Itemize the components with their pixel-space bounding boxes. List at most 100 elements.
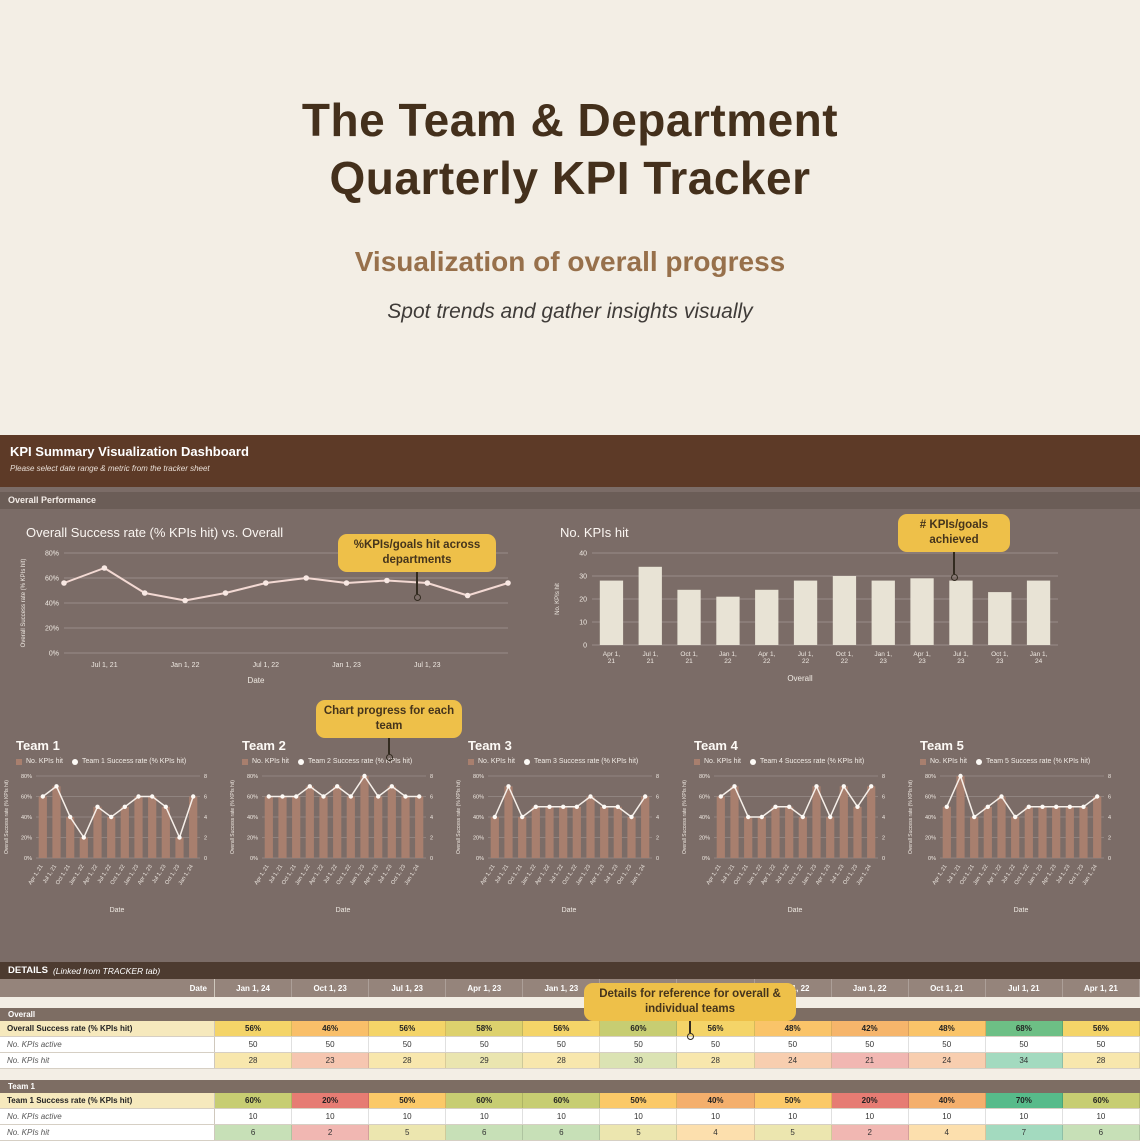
- point-dot: [958, 773, 963, 779]
- table-cell: 4: [677, 1125, 755, 1140]
- line-series: [42, 785, 194, 840]
- table-cell: 5: [600, 1125, 678, 1140]
- bar: [134, 796, 143, 858]
- table-row: No. KPIs active 10 10 10 10 10 10 10 10 10 10 10 10: [0, 1109, 1140, 1125]
- line-chart-x-axis-label: Date: [247, 676, 265, 685]
- table-cell: 50: [215, 1037, 293, 1052]
- date-header-cell: Oct 1, 21: [909, 979, 986, 997]
- table-cell: 2: [831, 1125, 909, 1140]
- point-dot: [828, 814, 833, 820]
- legend-label: Team 3 Success rate (% KPIs hit): [533, 758, 639, 765]
- legend-label: No. KPIs hit: [704, 758, 741, 765]
- point-dot: [732, 784, 737, 789]
- table-cell: 10: [755, 1109, 832, 1124]
- bar: [79, 837, 88, 858]
- legend-label: Team 5 Success rate (% KPIs hit): [985, 758, 1091, 765]
- x-axis-label: Date: [561, 907, 577, 914]
- point-dot: [759, 814, 764, 820]
- table-cell: 28: [369, 1053, 447, 1068]
- bar: [572, 806, 581, 859]
- table-cell: 28: [523, 1053, 601, 1068]
- bar: [1038, 806, 1047, 859]
- table-row: No. KPIs hit 6 2 5 6 6 5 4 5 2 4 7 6: [0, 1125, 1140, 1141]
- svg-text:Overall Success rate (% KPIs h: Overall Success rate (% KPIs hit): [908, 780, 914, 854]
- team-panel-1: Team 1 No. KPIs hit Team 1 Success rate (%…: [2, 738, 228, 914]
- svg-text:6: 6: [656, 795, 659, 801]
- svg-text:4: 4: [882, 815, 885, 821]
- callout-stem: [416, 571, 418, 594]
- page-tagline: Spot trends and gather insights visually: [387, 299, 753, 323]
- bar: [730, 786, 739, 859]
- bar: [360, 776, 369, 858]
- bar: [949, 580, 973, 645]
- bar: [415, 796, 424, 858]
- svg-text:80%: 80%: [247, 774, 258, 780]
- table-cell: 10: [986, 1109, 1063, 1124]
- svg-text:60%: 60%: [699, 795, 710, 801]
- svg-text:Overall Success rate (% KPIs h: Overall Success rate (% KPIs hit): [21, 559, 27, 648]
- bar: [785, 806, 794, 859]
- bar: [586, 796, 595, 858]
- date-header-cell: Apr 1, 23: [446, 979, 524, 997]
- svg-text:80%: 80%: [21, 774, 32, 780]
- point-dot: [869, 784, 874, 789]
- svg-text:30: 30: [579, 574, 587, 581]
- bar: [387, 786, 396, 859]
- table-row: No. KPIs active 50 50 50 50 50 50 50 50 50 50 50 50: [0, 1037, 1140, 1053]
- dashboard-title: KPI Summary Visualization Dashboard: [10, 444, 249, 459]
- point-dot: [68, 814, 73, 820]
- point-dot: [61, 580, 67, 586]
- table-cell: 56%: [523, 1021, 601, 1036]
- bar: [107, 817, 116, 858]
- line-series: [63, 567, 509, 602]
- svg-text:60%: 60%: [45, 576, 59, 583]
- team-chart-title: Team 3: [468, 738, 512, 753]
- x-tick-label: Jan 1, 23: [874, 651, 892, 665]
- table-cell: 24: [754, 1053, 832, 1068]
- x-tick-label: Jul 1, 22: [798, 651, 814, 665]
- svg-text:0: 0: [430, 856, 433, 862]
- svg-text:0%: 0%: [702, 856, 710, 862]
- bar: [983, 806, 992, 859]
- bar: [319, 796, 328, 858]
- x-tick-label: Oct 1, 22: [836, 651, 854, 665]
- callout-achieved: # KPIs/goals achieved: [898, 514, 1010, 581]
- table-cell: 10: [446, 1109, 524, 1124]
- point-dot: [746, 814, 751, 820]
- bar: [638, 566, 662, 645]
- overall-performance-bar: Overall Performance: [0, 492, 1140, 509]
- bar: [545, 806, 554, 859]
- point-dot: [588, 794, 593, 799]
- svg-text:0: 0: [1108, 856, 1111, 862]
- table-cell: 24: [908, 1053, 986, 1068]
- line-series-swatch-icon: [297, 758, 304, 765]
- row-label: No. KPIs active: [0, 1109, 215, 1124]
- line-series: [720, 784, 872, 819]
- point-dot: [855, 804, 860, 809]
- table-cell: 5: [369, 1125, 447, 1140]
- svg-text:20%: 20%: [21, 836, 32, 842]
- table-cell: 58%: [446, 1021, 524, 1036]
- bar-chart-title: No. KPIs hit: [560, 525, 629, 540]
- point-dot: [266, 794, 271, 799]
- table-cell: 56%: [369, 1021, 447, 1036]
- point-dot: [1081, 804, 1086, 809]
- team-chart-title: Team 5: [920, 738, 964, 753]
- bar: [1093, 796, 1102, 858]
- x-tick-label: Jul 1, 21: [642, 651, 658, 665]
- svg-text:80%: 80%: [473, 774, 484, 780]
- team-charts-row: Team 1 No. KPIs hit Team 1 Success rate (%…: [0, 738, 1140, 914]
- callout-dot: [950, 573, 958, 581]
- point-dot: [417, 794, 422, 799]
- point-dot: [263, 580, 269, 586]
- row-label: Team 1 Success rate (% KPIs hit): [0, 1093, 215, 1108]
- bar: [832, 576, 857, 645]
- callout-dot: [686, 1032, 694, 1040]
- point-dot: [343, 580, 350, 586]
- table-cell: 48%: [908, 1021, 986, 1036]
- line-chart-title: Overall Success rate (% KPIs hit) vs. Ov…: [26, 525, 284, 540]
- point-dot: [800, 814, 805, 820]
